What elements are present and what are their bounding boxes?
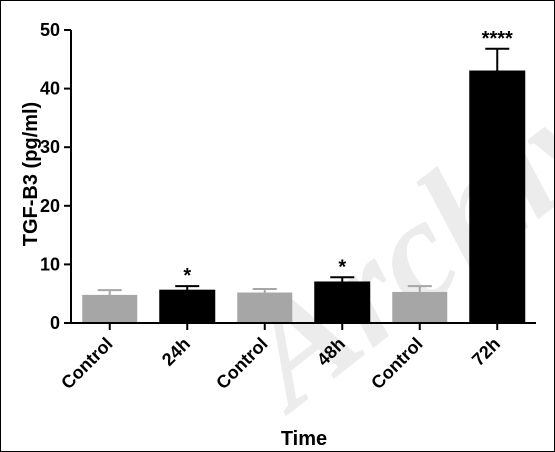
bar-5 [392,291,448,323]
significance-label: * [338,256,346,278]
bar-1 [82,294,138,323]
y-tick-label: 20 [40,196,60,216]
x-tick-label: 24h [158,334,194,370]
y-tick-label: 30 [40,137,60,157]
bar-4 [314,281,371,324]
x-tick-label: Control [57,334,116,393]
x-axis-title: Time [281,428,327,450]
significance-label: * [183,265,191,287]
bar-2 [159,289,216,324]
significance-label: **** [482,28,513,50]
y-axis: 0 10 20 30 40 50 [40,20,72,333]
bar-6 [469,70,526,324]
y-axis-title: TGF-B3 (pg/ml) [20,102,42,246]
y-tick-label: 0 [50,313,60,333]
y-tick-label: 50 [40,20,60,40]
bar-3 [237,292,293,323]
bars-group: * ***** [82,28,526,324]
y-tick-label: 10 [40,254,60,274]
y-tick-label: 40 [40,79,60,99]
x-tick-label: 72h [468,334,504,370]
